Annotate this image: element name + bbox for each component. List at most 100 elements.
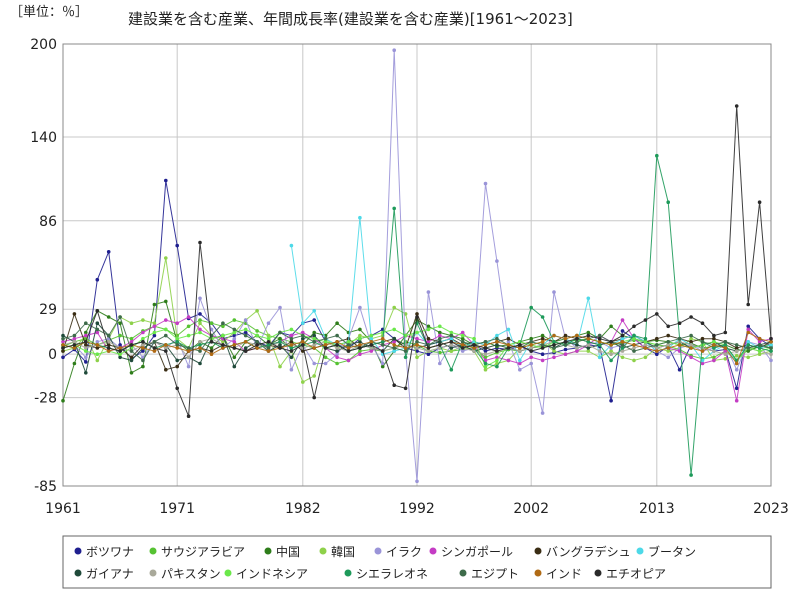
data-point — [415, 479, 419, 484]
y-tick-label: -85 — [34, 479, 57, 495]
data-point — [460, 330, 465, 335]
data-point — [666, 343, 670, 347]
data-point — [95, 327, 100, 332]
data-point — [392, 383, 397, 388]
data-point — [403, 333, 408, 338]
data-point — [552, 343, 556, 347]
data-point — [255, 309, 259, 313]
data-point — [415, 346, 419, 350]
data-point — [266, 346, 271, 350]
data-point — [438, 361, 442, 366]
grid-lines — [62, 43, 772, 487]
legend-marker — [534, 547, 542, 555]
data-point — [266, 333, 271, 338]
legend-marker — [149, 569, 157, 577]
data-point — [677, 343, 682, 347]
data-point — [609, 358, 613, 363]
data-point — [289, 343, 294, 347]
data-point — [301, 321, 305, 326]
data-point — [335, 340, 339, 344]
data-point — [95, 340, 100, 344]
data-point — [415, 312, 419, 316]
data-point — [106, 250, 111, 254]
y-axis: -85 -28 0 29 86 140 200 — [30, 37, 57, 495]
data-point — [449, 340, 454, 344]
data-point — [369, 336, 374, 341]
data-point — [483, 349, 488, 353]
data-point — [700, 321, 705, 326]
data-point — [289, 367, 294, 372]
data-point — [620, 349, 625, 353]
data-point — [632, 358, 636, 363]
data-point — [358, 327, 362, 332]
data-point — [95, 330, 100, 335]
data-point — [472, 343, 476, 347]
data-point — [563, 347, 568, 352]
data-point — [540, 346, 545, 350]
data-point — [403, 386, 408, 391]
data-point — [460, 340, 465, 344]
data-point — [186, 364, 191, 369]
data-point — [141, 330, 145, 335]
data-point — [677, 336, 682, 341]
data-point — [632, 333, 636, 338]
data-point — [529, 346, 533, 350]
data-point — [129, 371, 134, 375]
data-point — [438, 343, 442, 347]
data-point — [552, 340, 556, 344]
data-point — [700, 349, 705, 353]
data-point — [700, 336, 705, 341]
data-point — [221, 324, 225, 329]
data-point — [392, 346, 397, 350]
data-point — [449, 336, 454, 341]
data-point — [506, 343, 511, 347]
data-point — [734, 361, 739, 366]
data-point — [118, 343, 122, 347]
data-point — [700, 361, 705, 366]
data-point — [597, 343, 602, 347]
data-point — [403, 349, 408, 353]
data-point — [72, 343, 77, 347]
data-point — [186, 333, 191, 338]
data-point — [232, 340, 237, 344]
data-point — [335, 355, 339, 360]
data-point — [61, 343, 65, 347]
data-point — [643, 336, 648, 341]
data-point — [141, 318, 145, 322]
data-point — [312, 343, 317, 347]
data-point — [689, 336, 693, 341]
data-point — [529, 349, 533, 353]
data-point — [597, 355, 602, 360]
data-point — [392, 343, 397, 347]
data-point — [346, 343, 351, 347]
data-point — [118, 349, 122, 353]
data-point — [746, 340, 750, 344]
data-point — [632, 324, 636, 329]
data-point — [734, 104, 739, 108]
data-point — [449, 330, 454, 335]
data-point — [118, 355, 122, 360]
data-point — [186, 355, 191, 360]
data-point — [380, 343, 385, 347]
data-point — [198, 343, 202, 347]
data-point — [518, 358, 522, 363]
data-point — [358, 333, 362, 338]
data-point — [198, 318, 202, 322]
data-point — [689, 473, 693, 477]
data-point — [61, 340, 65, 344]
legend-label: シエラレオネ — [356, 567, 428, 581]
data-point — [243, 349, 248, 353]
data-point — [586, 333, 591, 338]
data-point — [540, 358, 545, 363]
data-point — [655, 343, 659, 347]
data-point — [483, 364, 488, 369]
data-point — [689, 333, 693, 338]
data-point — [84, 349, 88, 353]
data-point — [712, 349, 716, 353]
data-point — [84, 346, 88, 350]
data-point — [221, 340, 225, 344]
data-point — [289, 349, 294, 353]
data-point — [563, 336, 568, 341]
data-point — [152, 302, 157, 307]
data-point — [209, 349, 214, 353]
